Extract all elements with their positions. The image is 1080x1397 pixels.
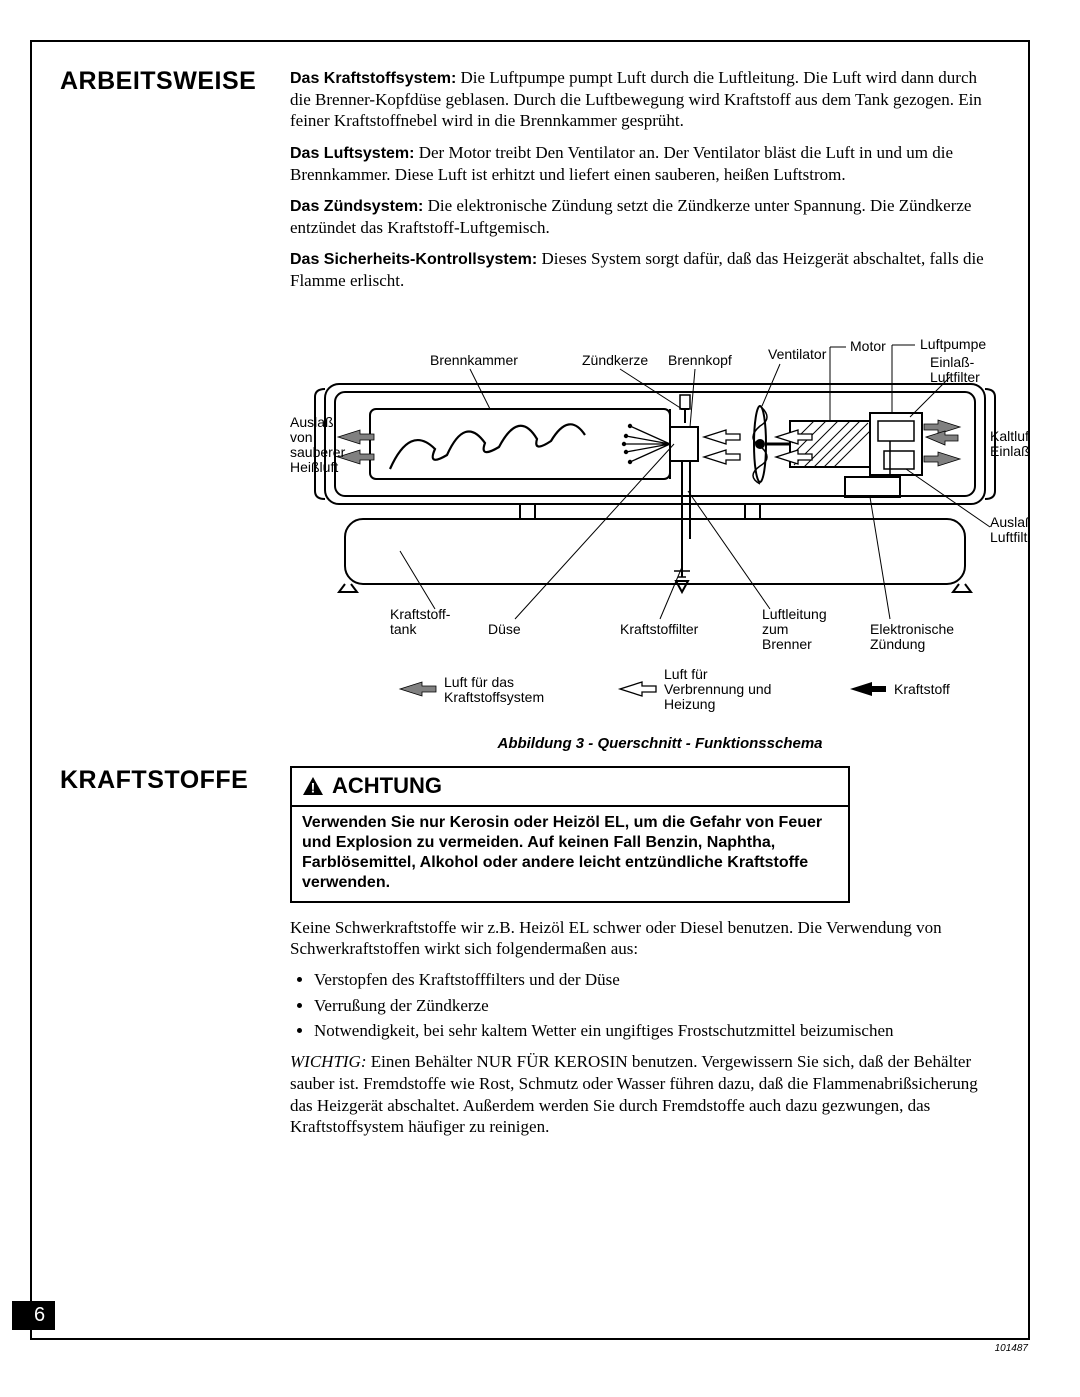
body-kraftstoffe: ! ACHTUNG Verwenden Sie nur Kerosin oder… (290, 766, 1000, 1138)
heading-kraftstoffe: KRAFTSTOFFE (60, 766, 270, 1138)
lbl-einlass-lf: Einlaß-Luftfilter (930, 354, 980, 385)
list-item: Notwendigkeit, bei sehr kaltem Wetter ei… (314, 1020, 1000, 1041)
lbl-kfilter: Kraftstoffilter (620, 621, 699, 637)
lbl-ventilator: Ventilator (768, 346, 827, 362)
warning-title: ACHTUNG (332, 772, 442, 800)
list-item: Verstopfen des Kraftstofffilters und der… (314, 969, 1000, 990)
intro-text: Keine Schwerkraftstoffe wir z.B. Heizöl … (290, 917, 1000, 960)
important-text: Einen Behälter NUR FÜR KEROSIN benutzen.… (290, 1052, 978, 1136)
lbl-kaltluft: Kaltluft-Einlaß (990, 428, 1030, 459)
svg-text:!: ! (311, 780, 316, 796)
svg-text:Luft fürVerbrennung undHeizung: Luft fürVerbrennung undHeizung (664, 666, 771, 712)
para-lead: Das Luftsystem: (290, 145, 414, 162)
page-number: 6 (12, 1301, 55, 1330)
lbl-auslass-lf: Auslaß-Luftfilter (990, 514, 1030, 545)
lbl-brennkopf: Brennkopf (668, 352, 732, 368)
lbl-luftpumpe: Luftpumpe (920, 336, 986, 352)
lbl-zundkerze: Zündkerze (582, 352, 648, 368)
section-arbeitsweise: ARBEITSWEISE Das Kraftstoffsystem: Die L… (60, 67, 1000, 301)
para: Das Luftsystem: Der Motor treibt Den Ven… (290, 142, 1000, 185)
lbl-tank: Kraftstoff-tank (390, 606, 451, 637)
warning-icon: ! (302, 776, 324, 796)
warning-body: Verwenden Sie nur Kerosin oder Heizöl EL… (292, 807, 848, 901)
lbl-duese: Düse (488, 621, 521, 637)
para: Das Kraftstoffsystem: Die Luftpumpe pump… (290, 67, 1000, 132)
para-lead: Das Zündsystem: (290, 198, 423, 215)
body-arbeitsweise: Das Kraftstoffsystem: Die Luftpumpe pump… (290, 67, 1000, 301)
list-item: Verrußung der Zündkerze (314, 995, 1000, 1016)
bullet-list: Verstopfen des Kraftstofffilters und der… (314, 969, 1000, 1041)
para: Das Sicherheits-Kontrollsystem: Dieses S… (290, 248, 1000, 291)
diagram: Brennkammer Zündkerze Brennkopf Ventilat… (290, 309, 1030, 752)
doc-number: 101487 (995, 1343, 1028, 1354)
lbl-brennkammer: Brennkammer (430, 352, 518, 368)
lbl-luftleitung: LuftleitungzumBrenner (762, 606, 827, 652)
warning-head: ! ACHTUNG (292, 768, 848, 807)
important-note: WICHTIG: Einen Behälter NUR FÜR KEROSIN … (290, 1051, 1000, 1138)
section-kraftstoffe: KRAFTSTOFFE ! ACHTUNG Verwenden Sie nur … (60, 766, 1000, 1138)
important-lead: WICHTIG: (290, 1052, 367, 1071)
heading-arbeitsweise: ARBEITSWEISE (60, 67, 270, 301)
para-lead: Das Kraftstoffsystem: (290, 70, 456, 87)
cross-section-svg: Brennkammer Zündkerze Brennkopf Ventilat… (290, 309, 1030, 729)
lbl-elektr: ElektronischeZündung (870, 621, 954, 652)
para: Das Zündsystem: Die elektronische Zündun… (290, 195, 1000, 238)
svg-text:Luft für dasKraftstoffsystem: Luft für dasKraftstoffsystem (444, 674, 544, 705)
diagram-caption: Abbildung 3 - Querschnitt - Funktionssch… (290, 735, 1030, 752)
lbl-legend3: Kraftstoff (894, 681, 950, 697)
warning-box: ! ACHTUNG Verwenden Sie nur Kerosin oder… (290, 766, 850, 903)
lbl-motor: Motor (850, 338, 886, 354)
lbl-auslass: AuslaßvonsaubererHeißluft (290, 414, 346, 475)
para-lead: Das Sicherheits-Kontrollsystem: (290, 251, 537, 268)
